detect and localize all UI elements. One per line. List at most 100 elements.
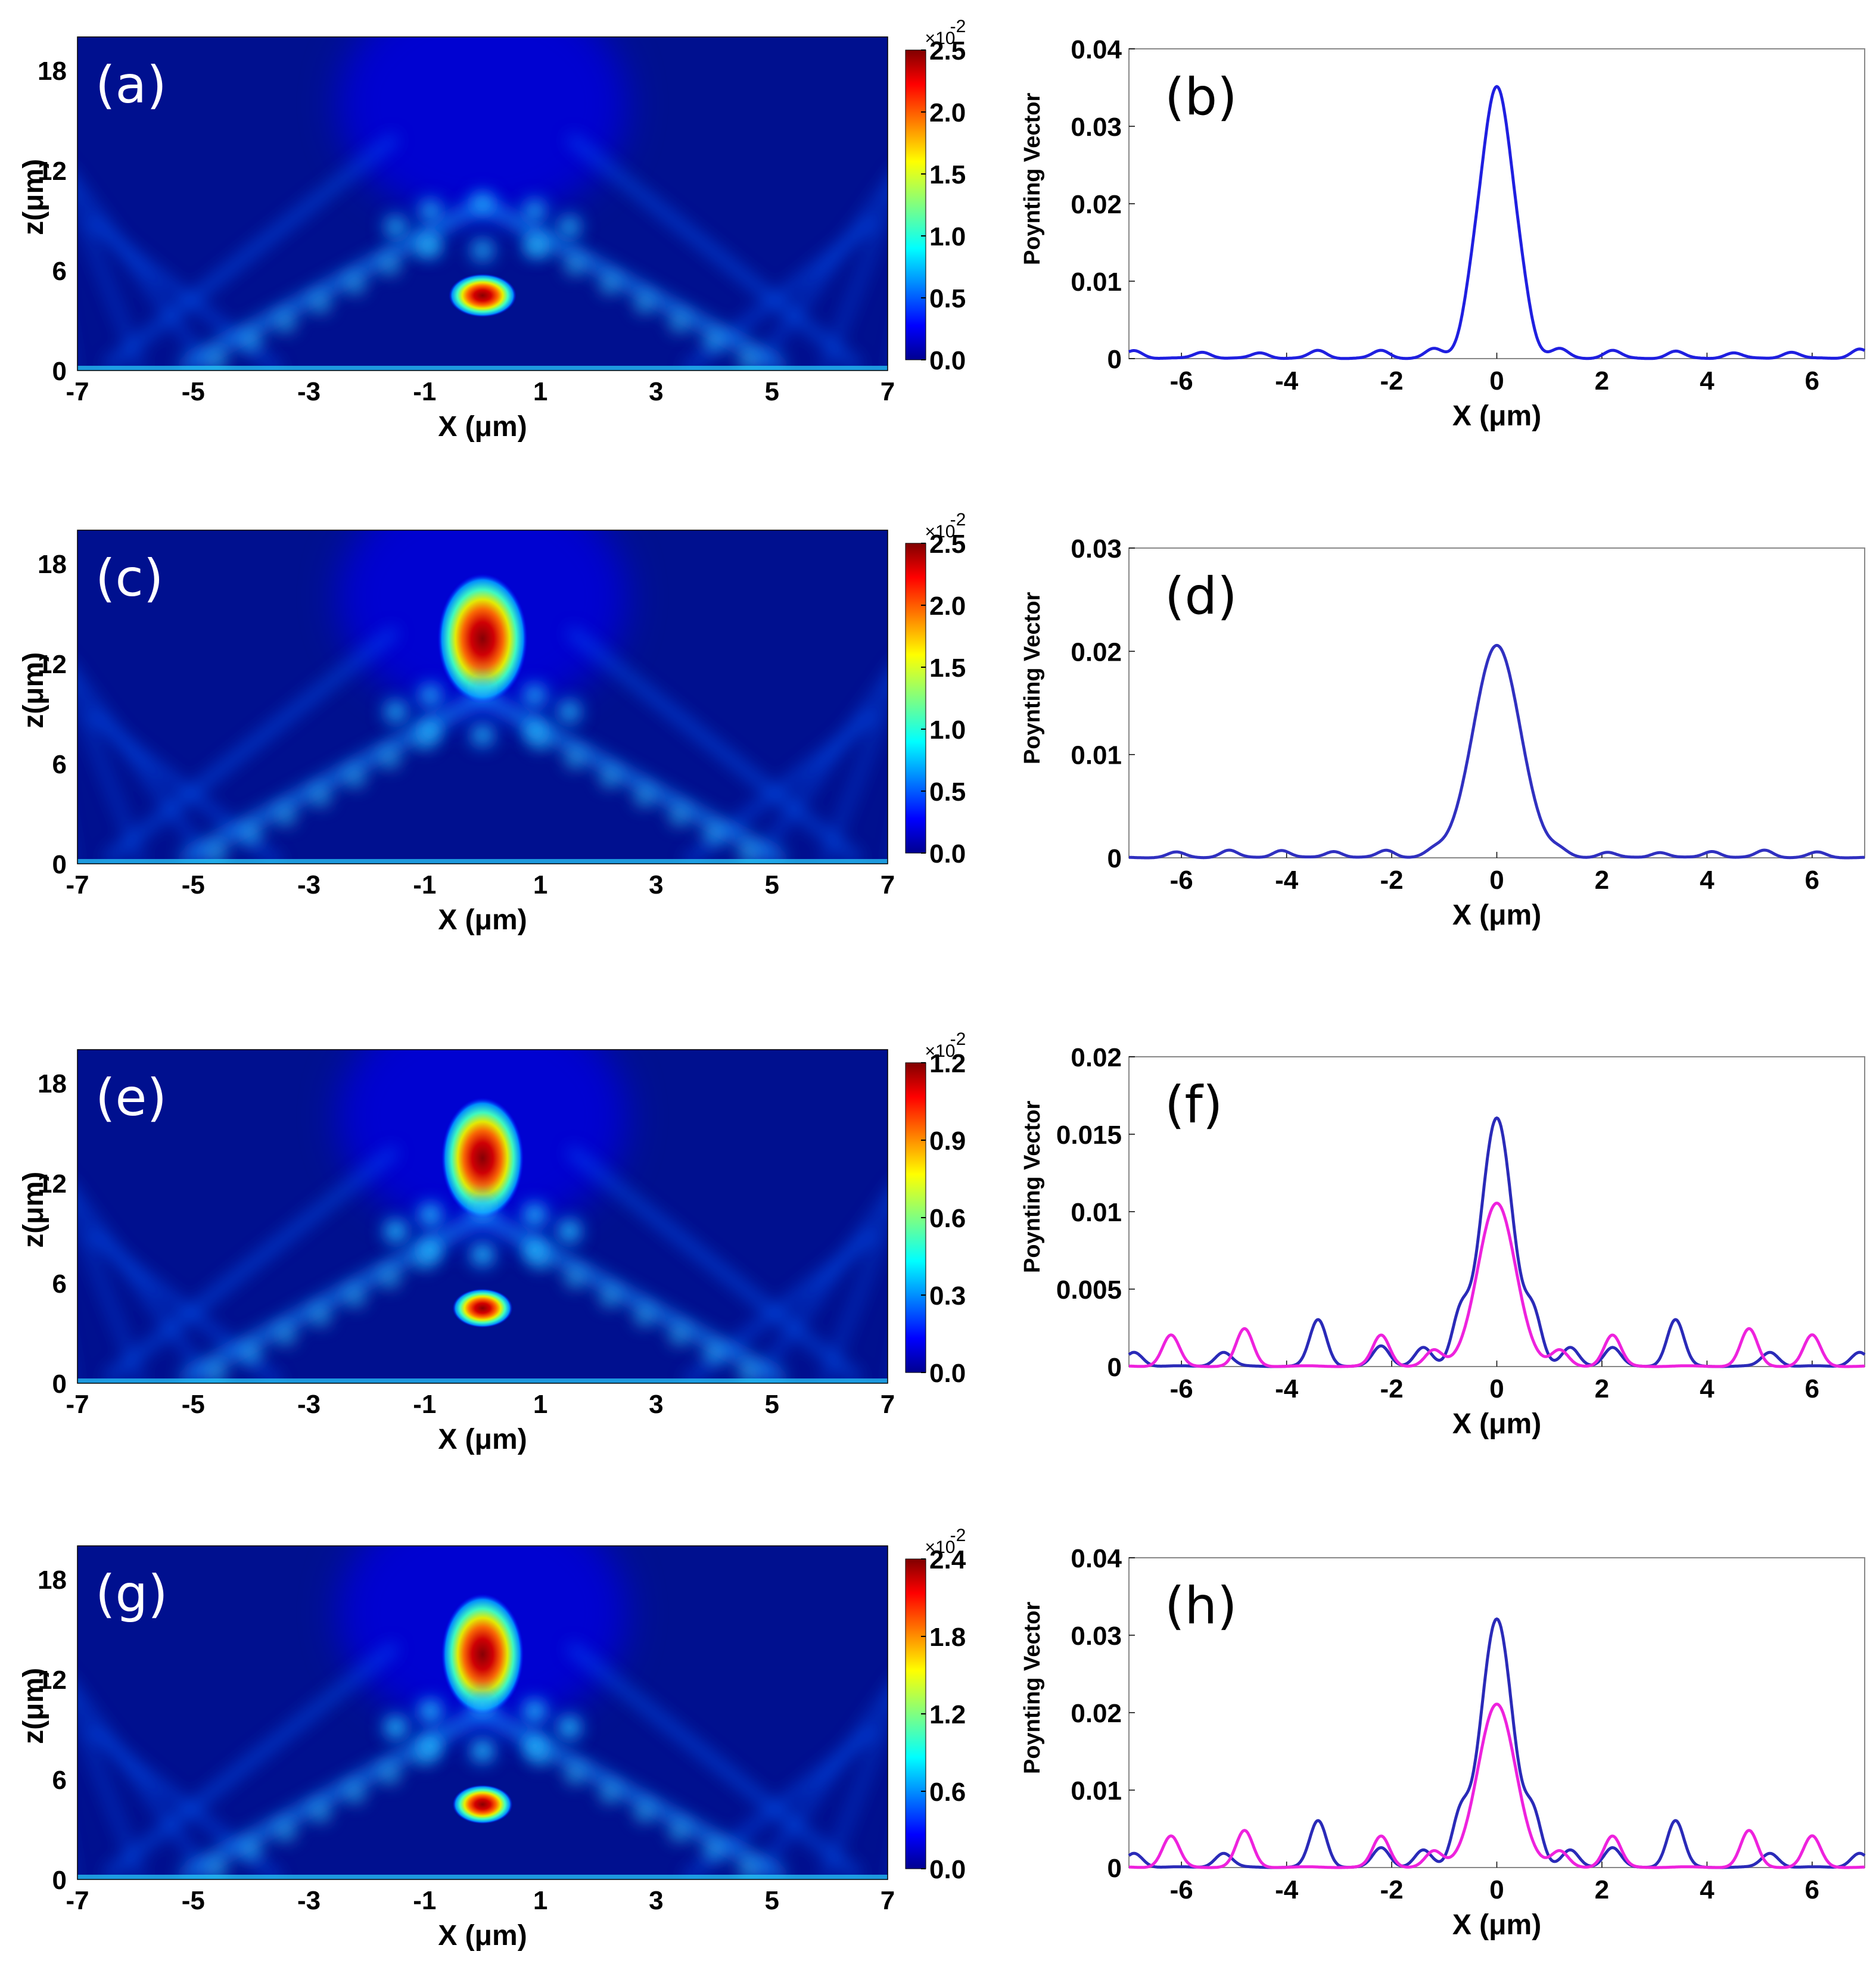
beam-mid: [102, 1641, 399, 1879]
colorbar-exponent-power: -2: [950, 510, 966, 530]
y-tick-label: 12: [38, 1169, 67, 1199]
y-tick-label: 0.04: [1071, 35, 1122, 64]
interference-dot: [345, 1783, 366, 1804]
x-tick-label: 7: [881, 870, 895, 900]
interference-dot: [275, 312, 296, 333]
plot-frame: [1128, 48, 1865, 359]
y-tick-label: 0: [1107, 345, 1122, 374]
ring-node: [519, 230, 550, 261]
ring-group: [380, 1688, 585, 1766]
x-tick-label: -2: [1380, 1875, 1404, 1904]
x-tick-label: -5: [182, 870, 205, 900]
panel-label: (c): [95, 549, 163, 608]
colorbar-tick-label: 0.6: [929, 1778, 966, 1807]
y-axis-label: Poynting Vector: [1020, 93, 1045, 265]
interference-dot: [634, 786, 655, 807]
ring-group: [380, 1192, 585, 1270]
interference-dot: [241, 1344, 262, 1365]
colorbar-tick-label: 1.2: [929, 1049, 966, 1078]
colorbar-tick-label: 0.5: [929, 777, 966, 807]
x-axis-label: X (μm): [1452, 1408, 1541, 1440]
x-tick-label: 7: [881, 377, 895, 406]
colorbar: [905, 49, 926, 360]
x-axis-label: X (μm): [438, 411, 527, 443]
interference-dot: [241, 1840, 262, 1861]
interference-dot: [738, 1859, 759, 1879]
series-line-blue: [1128, 85, 1866, 360]
interference-dot: [379, 255, 400, 276]
ring-node: [415, 1731, 446, 1762]
x-tick-label: 2: [1595, 866, 1609, 895]
x-tick-label: 7: [881, 1886, 895, 1915]
x-tick-label: 4: [1700, 366, 1715, 396]
x-axis-label: X (μm): [1452, 1909, 1541, 1941]
interference-dot: [379, 1268, 400, 1289]
beam-mid: [566, 1145, 863, 1383]
ring-node: [519, 195, 550, 226]
interference-dot: [206, 1363, 227, 1383]
x-tick-label: 3: [649, 377, 663, 406]
colorbar-tick-label: 1.0: [929, 715, 966, 745]
ring-node: [519, 1199, 550, 1231]
y-tick-label: 0: [52, 1370, 67, 1399]
x-axis-label: X (μm): [438, 904, 527, 936]
ring-node: [467, 1688, 498, 1720]
x-tick-label: -7: [66, 870, 89, 900]
x-tick-label: 5: [764, 1390, 779, 1419]
heatmap-frame: [77, 530, 888, 864]
x-tick-label: 3: [649, 1390, 663, 1419]
x-tick-label: -7: [66, 1390, 89, 1419]
x-tick-label: 1: [533, 377, 547, 406]
x-tick-label: -4: [1275, 1374, 1299, 1403]
x-tick-label: -1: [413, 377, 436, 406]
ring-node: [415, 230, 446, 261]
heatmap-frame: [77, 1049, 888, 1384]
y-tick-label: 0.005: [1056, 1275, 1122, 1305]
y-tick-label: 18: [38, 57, 67, 86]
x-tick-label: -7: [66, 377, 89, 406]
x-tick-label: 0: [1489, 866, 1504, 895]
x-tick-label: -5: [182, 377, 205, 406]
x-tick-label: 0: [1489, 1374, 1504, 1403]
interference-dot: [634, 293, 655, 314]
x-tick-label: -2: [1380, 366, 1404, 396]
x-tick-label: 2: [1595, 1875, 1609, 1904]
y-axis-label: z(μm): [18, 1172, 49, 1248]
interference-dot: [206, 350, 227, 371]
interference-dot: [565, 1268, 586, 1289]
x-tick-label: -3: [297, 1886, 321, 1915]
beam-outer: [77, 1208, 146, 1383]
heatmap-panel-c: -7 -5 -3 -1 1 3 5 7 0 6 12 18 X (μm) z(μm) (c) 0.0 0.5 1.…: [18, 510, 966, 936]
y-tick-label: 12: [38, 650, 67, 679]
colorbar-tick-label: 2.0: [929, 592, 966, 621]
interference-dot: [206, 844, 227, 864]
x-tick-label: 5: [764, 1886, 779, 1915]
beam-mid: [566, 625, 863, 864]
x-tick-label: 2: [1595, 1374, 1609, 1403]
line-panel-d: -6 -4 -2 0 2 4 6 0 0.01 0.02 0.03 X (μm) Poynting Ve…: [1020, 534, 1865, 931]
interference-dot: [310, 293, 331, 314]
ring-node: [415, 715, 446, 746]
y-tick-label: 12: [38, 157, 67, 186]
ring-node: [380, 211, 412, 242]
y-tick-label: 12: [38, 1666, 67, 1695]
colorbar-tick-label: 0.6: [929, 1204, 966, 1233]
beam-outer: [751, 1191, 888, 1383]
y-tick-label: 0.02: [1071, 637, 1122, 667]
panel-label: (d): [1165, 567, 1237, 626]
panel-label: (a): [95, 55, 167, 115]
ring-node: [467, 673, 498, 704]
x-tick-label: -1: [413, 870, 436, 900]
hotspot: [452, 1289, 513, 1328]
panel-label: (f): [1165, 1075, 1222, 1135]
colorbar-tick-label: 0.0: [929, 839, 966, 869]
glow-top: [338, 37, 627, 220]
interference-dot: [738, 1363, 759, 1383]
x-tick-label: -4: [1275, 366, 1299, 396]
interference-dot: [669, 1325, 690, 1346]
interference-dot: [599, 1287, 620, 1308]
colorbar-tick-label: 1.5: [929, 653, 966, 683]
x-axis-label: X (μm): [1452, 400, 1541, 432]
x-tick-label: 6: [1805, 866, 1819, 895]
